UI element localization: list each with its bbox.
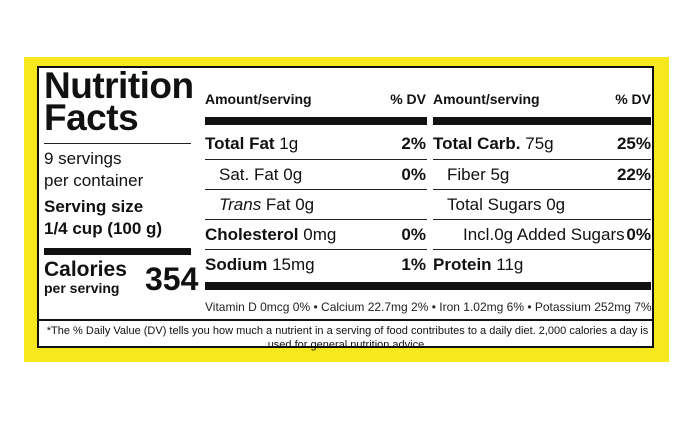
row-sat-fat: Sat. Fat 0g — [219, 165, 302, 185]
serving-size: Serving size 1/4 cup (100 g) — [44, 196, 162, 240]
nutrition-facts-title: Nutrition Facts — [44, 67, 194, 136]
nutrient-amount: 0g — [278, 165, 303, 184]
daily-value-footnote: *The % Daily Value (DV) tells you how mu… — [46, 325, 649, 351]
pct-cholesterol: 0% — [401, 225, 426, 244]
divider-thick — [205, 117, 427, 125]
calories-label: Calories per serving — [44, 258, 127, 297]
divider — [205, 219, 427, 220]
nutrient-name: Total Fat — [205, 134, 275, 153]
nutrient-amount: 1g — [274, 134, 299, 153]
divider — [39, 319, 652, 321]
nutrient-amount: Fat 0g — [261, 195, 315, 214]
nutrient-name: Protein — [433, 255, 492, 274]
nutrient-name: Fiber — [447, 165, 486, 184]
divider-thick — [44, 248, 191, 255]
divider-thick — [433, 117, 651, 125]
pct-added-sugars: 0% — [626, 225, 651, 244]
pct-total-fat: 2% — [401, 134, 426, 153]
header-dv-right: % DV — [615, 91, 651, 107]
nutrient-name: Sat. Fat — [219, 165, 279, 184]
calories-heading: Calories — [44, 258, 127, 281]
pct-sat-fat: 0% — [401, 165, 426, 184]
nutrient-name: Total Sugars — [447, 195, 542, 214]
divider-thick — [205, 282, 651, 290]
row-sodium: Sodium 15mg — [205, 255, 315, 275]
pct-sodium: 1% — [401, 255, 426, 274]
row-total-carb: Total Carb. 75g — [433, 134, 554, 154]
calories-subheading: per serving — [44, 280, 120, 296]
servings-per-container: 9 servings per container — [44, 148, 143, 192]
nutrient-amount: 0g Added Sugars — [494, 225, 625, 244]
divider — [433, 189, 651, 190]
nutrient-name: Incl. — [463, 225, 495, 244]
pct-total-carb: 25% — [616, 134, 651, 153]
vitamins-minerals: Vitamin D 0mcg 0% • Calcium 22.7mg 2% • … — [205, 300, 652, 314]
divider — [205, 249, 427, 250]
nutrient-amount: 0mg — [298, 225, 337, 244]
header-amount-left: Amount/serving — [205, 91, 312, 107]
nutrient-amount: 5g — [485, 165, 510, 184]
row-protein: Protein 11g — [433, 255, 523, 275]
nutrient-name: Sodium — [205, 255, 268, 274]
title-line-1: Nutrition — [44, 65, 194, 106]
header-dv-left: % DV — [390, 91, 426, 107]
row-total-sugars: Total Sugars 0g — [447, 195, 565, 215]
nutrient-amount: 75g — [520, 134, 554, 153]
nutrient-name: Trans — [219, 195, 262, 214]
divider — [433, 249, 651, 250]
serving-size-label: Serving size — [44, 197, 144, 216]
yellow-frame: Nutrition Facts 9 servings per container… — [24, 57, 669, 362]
row-fiber: Fiber 5g — [447, 165, 509, 185]
row-trans-fat: Trans Fat 0g — [219, 195, 314, 215]
header-amount-right: Amount/serving — [433, 91, 540, 107]
servings-line-1: 9 servings — [44, 149, 122, 168]
divider — [433, 219, 651, 220]
title-line-2: Facts — [44, 97, 139, 138]
pct-fiber: 22% — [616, 165, 651, 184]
nutrient-amount: 0g — [541, 195, 566, 214]
nutrient-name: Total Carb. — [433, 134, 521, 153]
servings-line-2: per container — [44, 171, 144, 190]
row-cholesterol: Cholesterol 0mg — [205, 225, 336, 245]
nutrient-name: Cholesterol — [205, 225, 299, 244]
row-added-sugars: Incl.0g Added Sugars — [463, 225, 625, 245]
divider — [433, 159, 651, 160]
nutrient-amount: 15mg — [267, 255, 315, 274]
divider — [44, 143, 191, 144]
row-total-fat: Total Fat 1g — [205, 134, 298, 154]
nutrition-label: Nutrition Facts 9 servings per container… — [37, 66, 654, 351]
calories-value: 354 — [145, 261, 199, 297]
nutrient-amount: 11g — [491, 255, 524, 274]
divider — [205, 159, 427, 160]
divider — [205, 189, 427, 190]
serving-size-value: 1/4 cup (100 g) — [44, 219, 163, 238]
